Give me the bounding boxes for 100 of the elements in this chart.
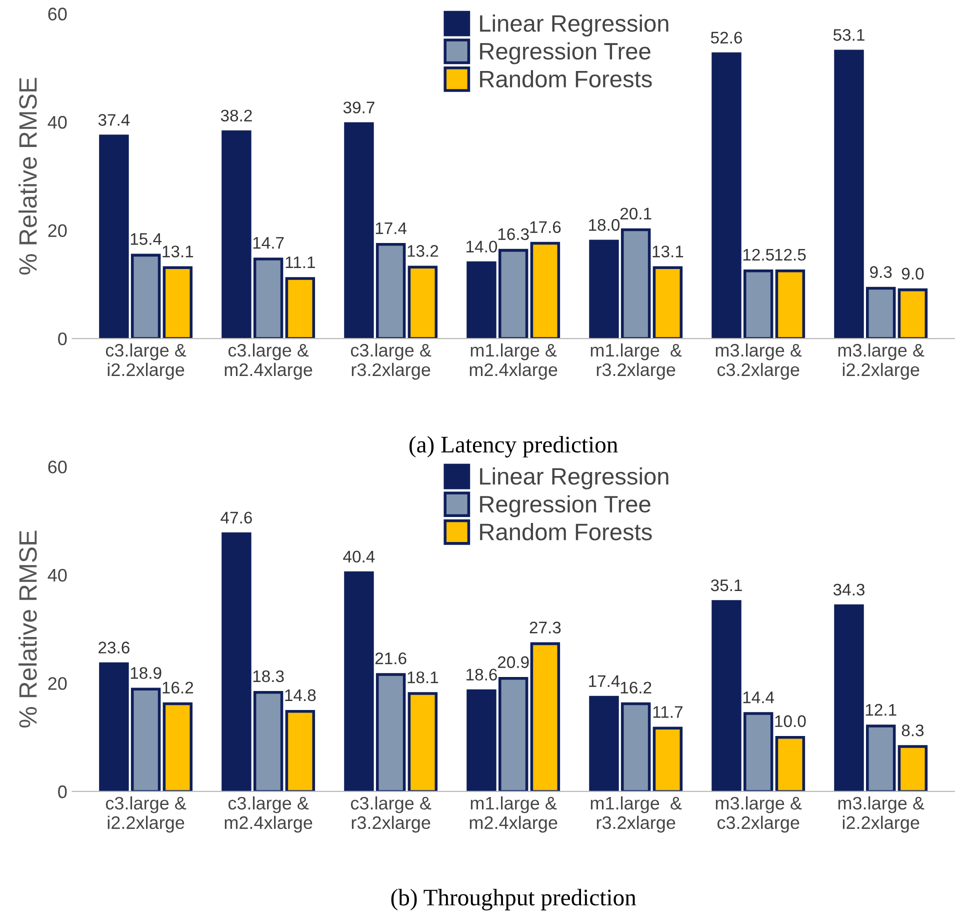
bar xyxy=(498,676,528,792)
bar xyxy=(285,277,316,339)
text: (a) Latency prediction xyxy=(409,436,618,458)
data-label: 16.2 xyxy=(620,682,652,694)
data-label: 53.1 xyxy=(833,29,864,41)
data-label: 13.2 xyxy=(408,245,438,257)
bar xyxy=(620,228,651,339)
data-label: 27.3 xyxy=(530,622,561,634)
bar xyxy=(130,688,161,792)
bar xyxy=(743,269,774,339)
data-label: 13.1 xyxy=(652,246,684,258)
y-tick-label: 40 xyxy=(48,568,67,582)
bar xyxy=(652,266,683,339)
y-tick-label: 40 xyxy=(48,116,67,129)
data-label: 18.1 xyxy=(408,671,438,684)
x-tick-label: m3.large & c3.2xlarge xyxy=(716,796,802,833)
x-tick-label: m1.large & r3.2xlarge xyxy=(590,343,682,380)
data-label: 20.1 xyxy=(620,208,652,220)
data-label: 15.4 xyxy=(130,233,162,245)
bar xyxy=(530,242,560,339)
data-label: 9.0 xyxy=(902,268,924,280)
y-tick-label: 60 xyxy=(48,460,67,474)
bar xyxy=(866,724,896,792)
data-label: 38.2 xyxy=(220,110,252,122)
bar xyxy=(620,702,651,792)
data-label: 18.6 xyxy=(466,668,497,681)
data-label: 20.9 xyxy=(498,656,529,668)
legend-label: Regression Tree xyxy=(480,495,650,518)
x-tick-label: m3.large & i2.2xlarge xyxy=(838,343,924,380)
bar xyxy=(253,691,284,792)
data-label: 40.4 xyxy=(343,550,375,563)
x-tick-label: c3.large & r3.2xlarge xyxy=(350,343,432,380)
x-tick-label: c3.large & m2.4xlarge xyxy=(224,343,312,380)
legend-label: Linear Regression xyxy=(480,467,668,490)
x-tick-label: c3.large & r3.2xlarge xyxy=(350,796,432,833)
y-axis-title: % Relative RMSE xyxy=(18,530,37,728)
y-tick-label: 20 xyxy=(48,224,67,237)
data-label: 35.1 xyxy=(710,579,742,592)
data-label: 16.3 xyxy=(498,228,529,240)
bar xyxy=(743,712,774,792)
data-label: 11.1 xyxy=(286,256,315,268)
bar xyxy=(253,258,284,339)
legend-label: Random Forests xyxy=(480,70,652,88)
bar xyxy=(99,662,129,792)
x-tick-label: c3.large & i2.2xlarge xyxy=(106,796,186,833)
data-label: 12.5 xyxy=(775,248,806,261)
x-tick-label: m3.large & c3.2xlarge xyxy=(716,343,802,380)
data-label: 11.7 xyxy=(653,706,682,718)
data-label: 18.3 xyxy=(253,670,284,682)
data-label: 14.4 xyxy=(743,692,774,704)
data-label: 34.3 xyxy=(833,584,864,596)
data-label: 10.0 xyxy=(775,715,806,728)
bar xyxy=(408,266,438,339)
data-label: 17.6 xyxy=(530,221,561,234)
data-label: 47.6 xyxy=(220,512,252,524)
data-label: 13.1 xyxy=(162,246,194,258)
bar xyxy=(866,286,896,339)
data-label: 16.2 xyxy=(162,682,194,694)
text: (b) Throughput prediction xyxy=(391,888,636,910)
bar xyxy=(530,642,560,792)
x-tick-label: c3.large & m2.4xlarge xyxy=(224,796,312,833)
data-label: 12.5 xyxy=(743,248,774,261)
bar xyxy=(898,745,928,792)
bar xyxy=(712,600,742,792)
bar xyxy=(344,571,374,792)
bar xyxy=(344,122,374,339)
y-tick-label: 60 xyxy=(48,8,67,20)
x-tick-label: m1.large & r3.2xlarge xyxy=(590,796,682,833)
bar xyxy=(466,689,496,792)
bar xyxy=(162,702,193,792)
legend-label: Linear Regression xyxy=(480,14,668,36)
bar xyxy=(898,288,928,339)
data-label: 14.0 xyxy=(466,240,498,253)
y-axis-title: % Relative RMSE xyxy=(18,78,37,275)
bar xyxy=(162,266,193,339)
bar xyxy=(376,673,406,792)
bar xyxy=(775,269,806,339)
x-tick-label: m3.large & i2.2xlarge xyxy=(838,796,924,833)
bar xyxy=(466,261,496,339)
y-tick-label: 0 xyxy=(58,785,67,798)
data-label: 18.9 xyxy=(130,667,162,679)
y-tick-label: 0 xyxy=(58,332,67,346)
data-label: 18.0 xyxy=(589,219,620,231)
data-label: 39.7 xyxy=(343,102,374,114)
x-tick-label: m1.large & m2.4xlarge xyxy=(470,796,558,833)
bar xyxy=(130,254,161,339)
data-label: 14.7 xyxy=(253,237,284,249)
bar xyxy=(834,604,864,792)
bar xyxy=(652,726,683,792)
y-tick-label: 20 xyxy=(48,677,67,690)
bar xyxy=(408,692,438,792)
bar xyxy=(376,242,406,339)
data-label: 37.4 xyxy=(98,114,130,126)
data-label: 9.3 xyxy=(870,266,892,278)
bar xyxy=(285,710,316,792)
data-label: 17.4 xyxy=(376,222,407,234)
data-label: 8.3 xyxy=(902,724,924,736)
bar xyxy=(589,696,619,792)
x-tick-label: c3.large & i2.2xlarge xyxy=(106,343,186,380)
data-label: 17.4 xyxy=(589,675,620,687)
